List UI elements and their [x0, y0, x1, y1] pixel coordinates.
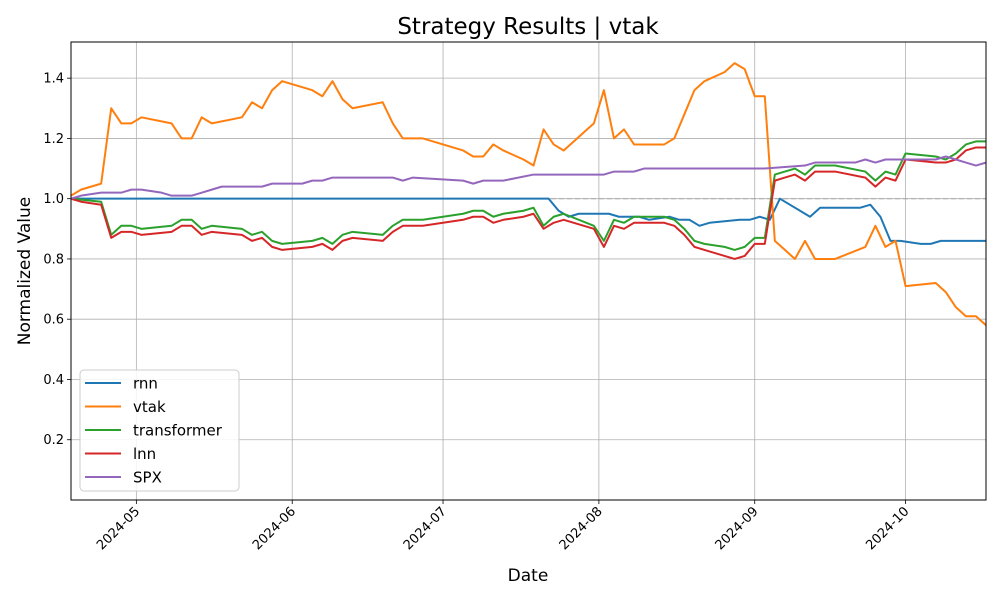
- y-tick-label: 0.8: [43, 252, 64, 267]
- legend-box: [79, 369, 240, 492]
- y-tick-label: 0.2: [43, 433, 64, 448]
- legend-label: SPX: [133, 469, 162, 487]
- legend-label: transformer: [133, 422, 223, 440]
- legend-label: lnn: [133, 445, 156, 463]
- series-line-rnn: [71, 197, 986, 245]
- y-tick-label: 0.6: [43, 313, 64, 328]
- y-tick-label: 0.4: [43, 373, 64, 388]
- series-line-transformer: [71, 140, 986, 251]
- legend: rnn vtak transformer lnn SPX: [79, 369, 240, 492]
- x-axis-label: Date: [508, 566, 549, 586]
- y-tick-label: 1.4: [43, 72, 64, 87]
- y-tick-label: 1.2: [43, 132, 64, 147]
- series-line-spx: [71, 155, 986, 200]
- y-axis-label: Normalized Value: [15, 197, 35, 346]
- y-axis-ticks: 0.2 0.4 0.6 0.8 1.0 1.2 1.4: [43, 72, 71, 448]
- series-lines: [71, 62, 986, 327]
- plot-frame: [70, 41, 987, 501]
- chart-title: Strategy Results | vtak: [397, 14, 659, 40]
- legend-label: rnn: [133, 375, 158, 393]
- series-line-vtak: [71, 62, 986, 327]
- y-tick-label: 1.0: [43, 192, 64, 207]
- legend-label: vtak: [133, 398, 166, 416]
- series-line-lnn: [71, 146, 986, 260]
